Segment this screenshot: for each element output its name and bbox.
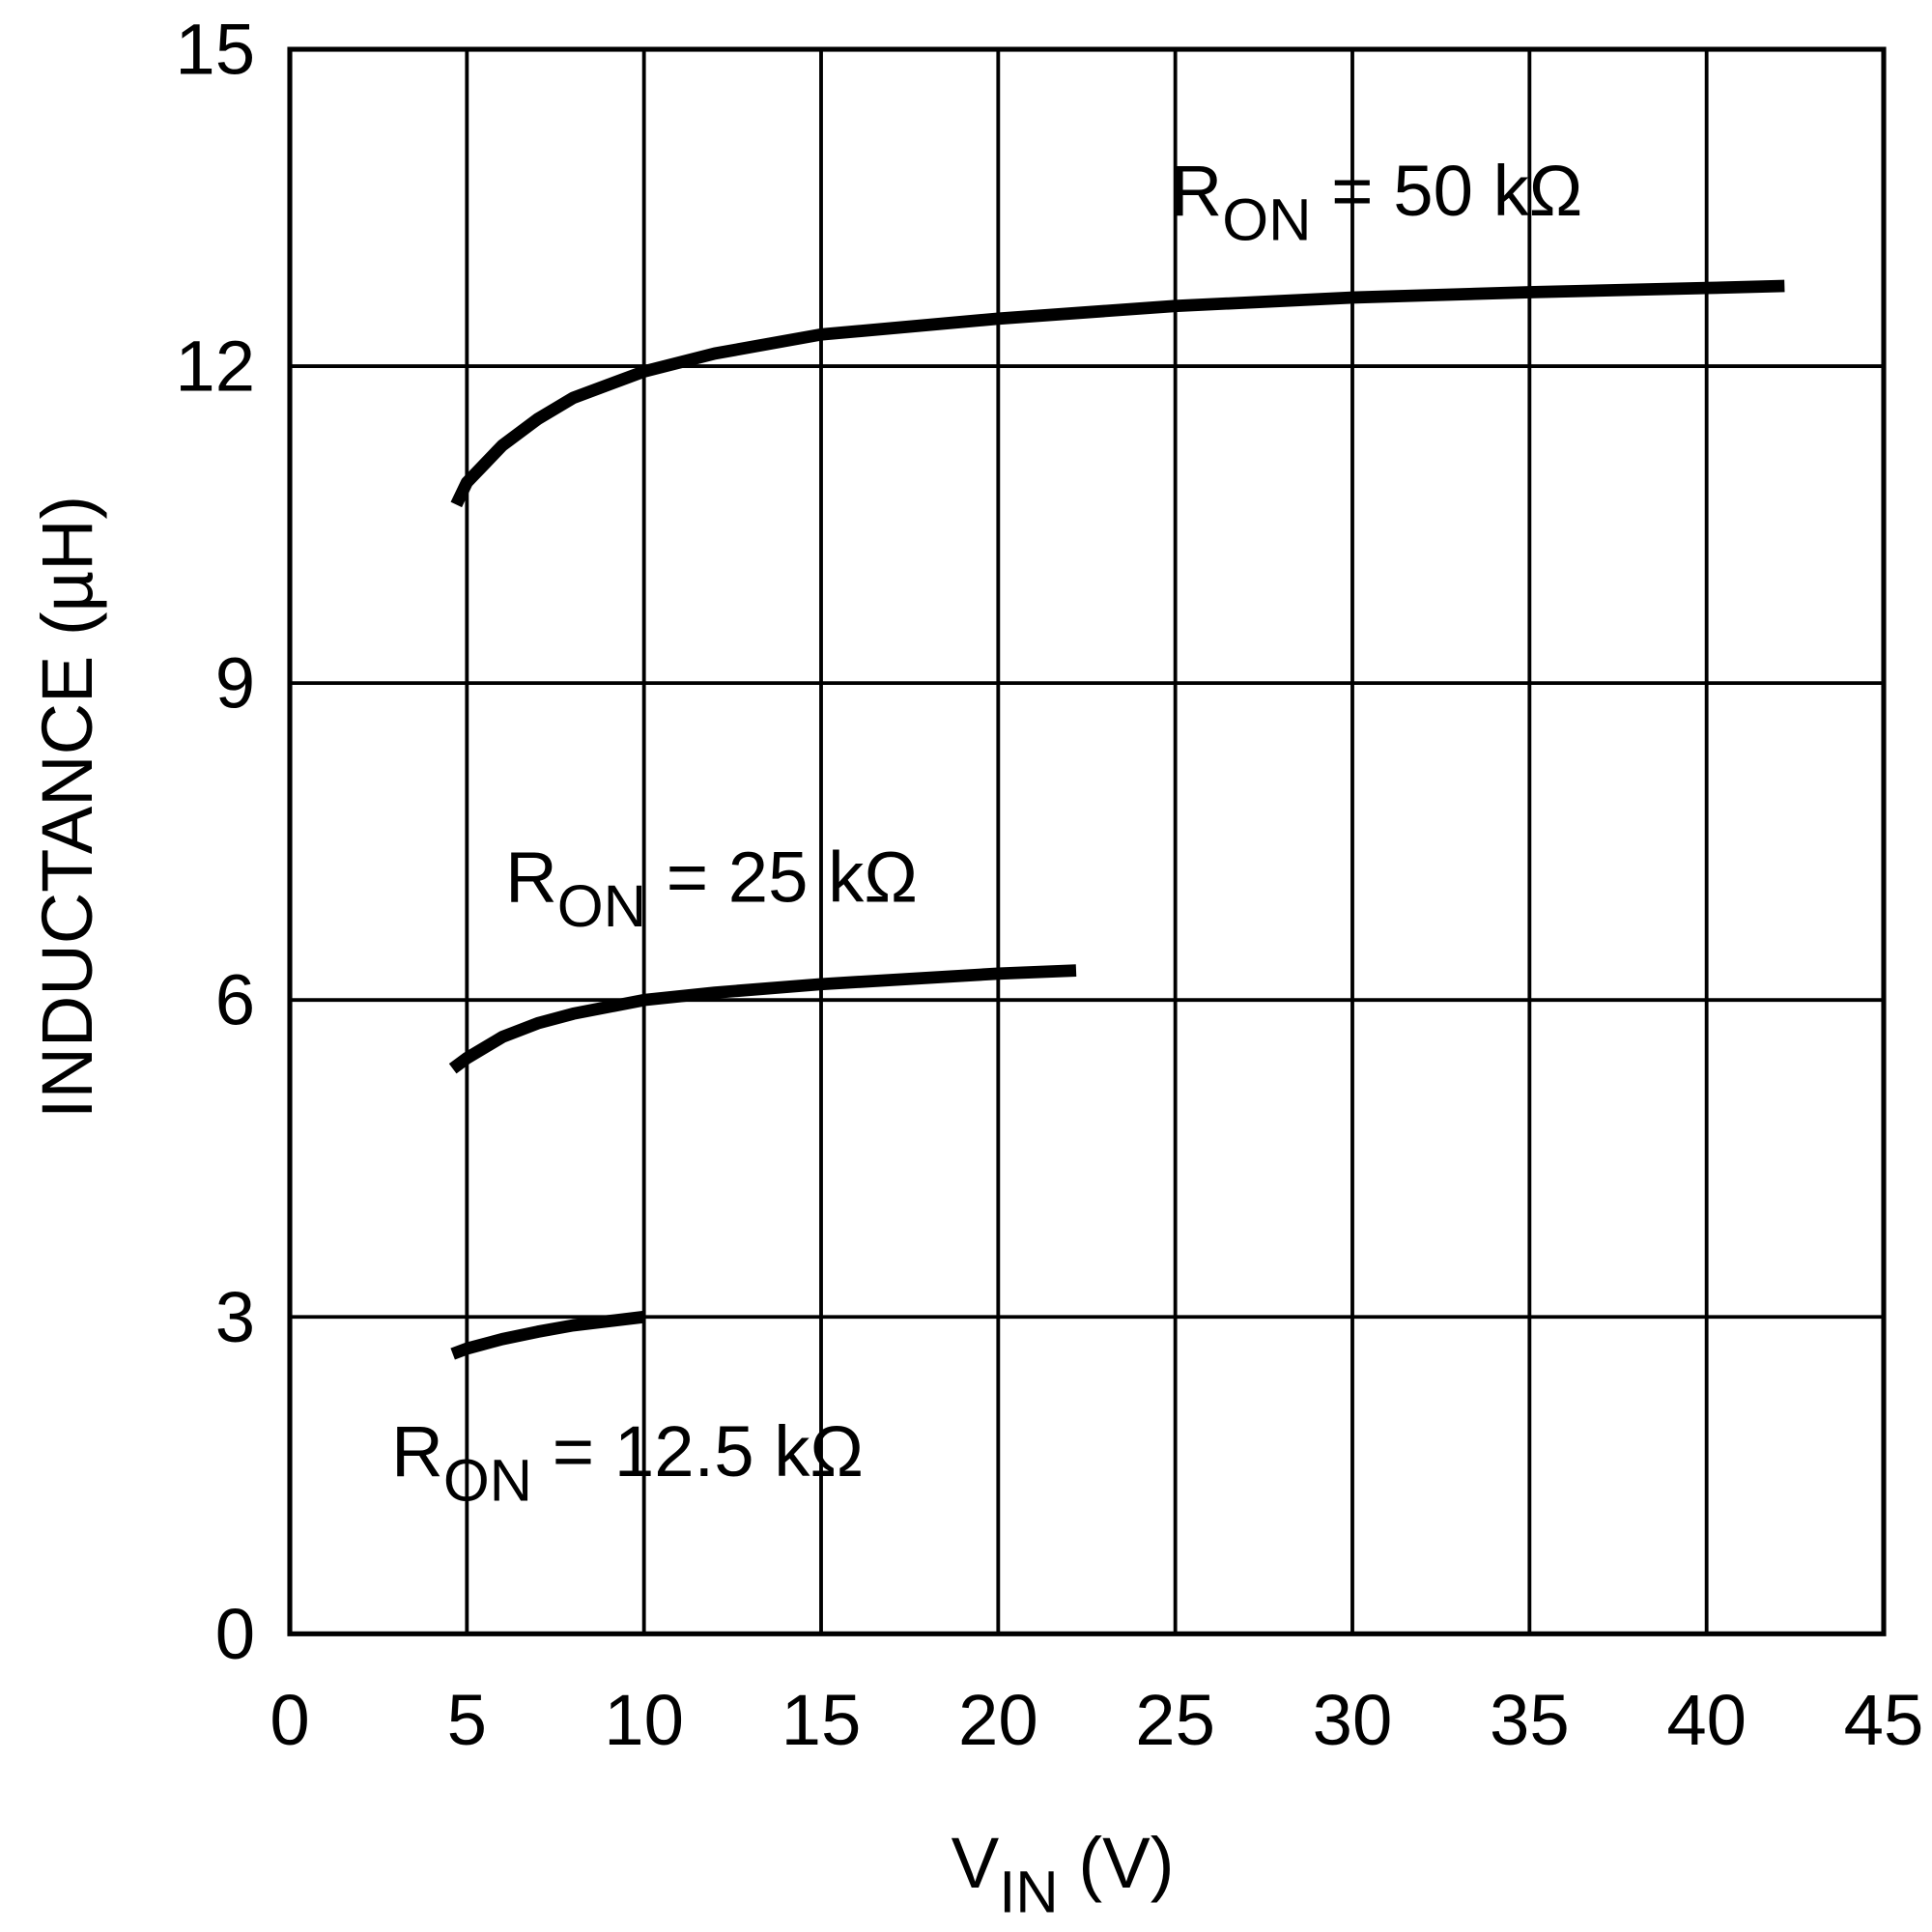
- tick-labels: 0 5 10 15 20 25 30 35 40 45 0 3 6 9 12 15: [175, 10, 1923, 1760]
- y-tick-label: 3: [215, 1277, 255, 1357]
- series-lines: [448, 279, 1785, 1360]
- series-label-12-5k: RON = 12.5 kΩ: [391, 1411, 864, 1514]
- x-tick-label: 25: [1135, 1680, 1215, 1760]
- series-line-1: [448, 964, 1077, 1074]
- plot-frame: [287, 46, 1887, 1636]
- series-label-50k: RON = 50 kΩ: [1171, 151, 1583, 253]
- x-tick-label: 40: [1666, 1680, 1747, 1760]
- x-tick-label: 15: [781, 1680, 862, 1760]
- x-tick-label: 35: [1490, 1680, 1570, 1760]
- y-tick-label: 6: [215, 960, 255, 1040]
- y-tick-label: 9: [215, 643, 255, 724]
- series-label-25k: RON = 25 kΩ: [505, 838, 918, 940]
- y-tick-label: 15: [175, 10, 255, 90]
- y-tick-label: 12: [175, 327, 255, 407]
- y-tick-label: 0: [215, 1594, 255, 1674]
- x-tick-label: 45: [1844, 1680, 1924, 1760]
- x-tick-label: 30: [1313, 1680, 1393, 1760]
- grid: [287, 46, 1887, 1636]
- x-tick-label: 5: [447, 1680, 487, 1760]
- y-axis-label: INDUCTANCE (µH): [27, 496, 107, 1119]
- series-line-0: [450, 279, 1785, 508]
- x-tick-label: 10: [604, 1680, 684, 1760]
- x-tick-label: 20: [958, 1680, 1038, 1760]
- x-axis-label: VIN (V): [952, 1823, 1175, 1925]
- series-line-2: [450, 1310, 645, 1360]
- x-tick-label: 0: [270, 1680, 309, 1760]
